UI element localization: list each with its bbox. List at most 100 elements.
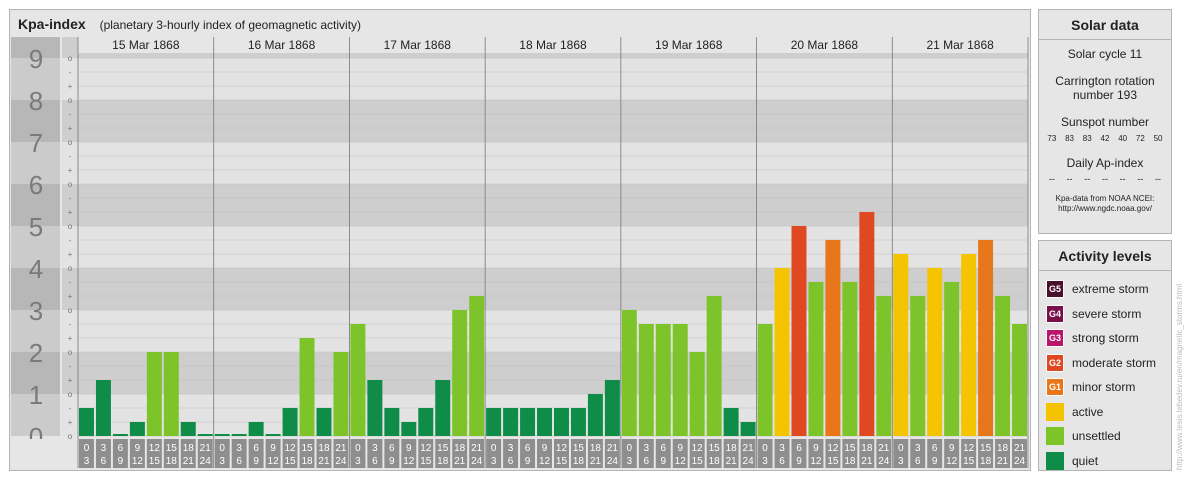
x-tick-start: 18 — [183, 443, 195, 454]
x-tick-end: 24 — [878, 456, 890, 467]
kp-bar — [79, 407, 94, 436]
x-tick-end: 12 — [268, 456, 280, 467]
x-tick-start: 15 — [844, 443, 856, 454]
ap-label: Daily Ap-index — [1066, 156, 1144, 170]
y-label-band — [11, 37, 60, 58]
kp-bar — [367, 380, 383, 436]
x-label-box — [299, 439, 315, 468]
kp-bar — [672, 323, 688, 436]
kp-bar — [231, 434, 247, 436]
x-label-box — [978, 439, 994, 468]
kp-bar — [418, 407, 434, 436]
kp-bar — [859, 212, 875, 436]
chart-subtitle: (planetary 3-hourly index of geomagnetic… — [99, 18, 362, 32]
x-tick-start: 9 — [270, 443, 276, 454]
x-tick-end: 6 — [915, 456, 921, 467]
y-minor-label: - — [69, 110, 72, 119]
level-extreme-storm: G5 extreme storm — [1039, 277, 1171, 302]
y-tick-label: 1 — [29, 380, 43, 410]
x-tick-end: 3 — [898, 456, 904, 467]
y-minor-label: o — [68, 432, 73, 441]
side-credit-text[interactable]: http://www.tesis.lebedev.ru/en/magnetic_… — [1175, 283, 1184, 470]
chart-title: Kpa-index — [18, 16, 86, 32]
x-tick-start: 0 — [762, 443, 768, 454]
x-label-box — [129, 439, 145, 468]
x-tick-start: 12 — [149, 443, 161, 454]
x-tick-start: 18 — [590, 443, 602, 454]
kp-bar — [1012, 323, 1027, 436]
x-label-box — [689, 439, 705, 468]
y-minor-label: + — [68, 250, 73, 259]
x-tick-end: 3 — [491, 456, 497, 467]
kp-bar — [95, 380, 111, 436]
level-label: unsettled — [1072, 429, 1121, 444]
x-label-box — [842, 439, 858, 468]
day-label: 19 Mar 1868 — [655, 38, 723, 52]
kp-bar — [638, 323, 654, 436]
x-tick-start: 0 — [898, 443, 904, 454]
y-tick-label: 6 — [29, 170, 43, 200]
y-label-band — [11, 100, 60, 142]
kp-bar — [927, 268, 943, 436]
kp-bar — [537, 407, 552, 436]
x-label-box — [79, 439, 94, 468]
x-label-box — [893, 439, 909, 468]
x-tick-end: 6 — [644, 456, 650, 467]
kp-bar — [944, 281, 960, 436]
x-label-box — [638, 439, 654, 468]
x-tick-end: 18 — [437, 456, 449, 467]
y-band — [62, 226, 1028, 268]
day-label: 17 Mar 1868 — [384, 38, 452, 52]
ap-value: -- — [1155, 174, 1162, 184]
ap-value: -- — [1084, 174, 1091, 184]
x-tick-start: 21 — [743, 443, 755, 454]
x-label-box — [486, 439, 502, 468]
chart-title-block: Kpa-index (planetary 3-hourly index of g… — [18, 16, 361, 32]
x-label-box — [95, 439, 111, 468]
level-swatch: G1 — [1046, 378, 1064, 397]
x-tick-start: 9 — [542, 443, 548, 454]
solar-data-panel: Solar data Solar cycle 11 Carrington rot… — [1038, 9, 1172, 234]
x-label-box — [231, 439, 247, 468]
ap-value: -- — [1048, 174, 1055, 184]
x-label-box — [248, 439, 264, 468]
kp-bar — [774, 268, 790, 436]
y-minor-label: o — [68, 96, 73, 105]
ap-value: -- — [1137, 174, 1144, 184]
kp-bar — [316, 407, 332, 436]
x-label-box — [350, 439, 366, 468]
x-tick-end: 18 — [709, 456, 721, 467]
x-tick-start: 6 — [118, 443, 124, 454]
data-credit-line-2[interactable]: http://www.ngdc.noaa.gov/ — [1058, 204, 1152, 213]
ap-value: -- — [1119, 174, 1126, 184]
y-minor-label: - — [69, 68, 72, 77]
x-label-box — [825, 439, 841, 468]
x-label-box — [1012, 439, 1027, 468]
x-tick-end: 18 — [301, 456, 313, 467]
y-label-band — [11, 394, 60, 436]
y-label-band — [11, 226, 60, 268]
level-label: extreme storm — [1072, 282, 1149, 297]
x-tick-end: 15 — [284, 456, 296, 467]
kp-bar — [146, 352, 162, 436]
kp-bar — [129, 422, 145, 436]
level-swatch: G2 — [1046, 353, 1064, 372]
x-label-box — [570, 439, 586, 468]
x-tick-end: 3 — [219, 456, 225, 467]
kp-bar — [384, 407, 400, 436]
level-moderate-storm: G2 moderate storm — [1039, 351, 1171, 376]
x-tick-start: 6 — [253, 443, 259, 454]
kp-bar — [740, 422, 756, 436]
sunspot-value: 42 — [1100, 134, 1110, 143]
x-tick-start: 12 — [420, 443, 432, 454]
x-label-box — [944, 439, 960, 468]
kp-bar — [503, 407, 519, 436]
solar-data-title: Solar data — [1039, 10, 1171, 40]
kp-bar — [604, 380, 620, 436]
solar-cycle: Solar cycle 11 — [1067, 47, 1143, 61]
x-tick-start: 21 — [335, 443, 347, 454]
y-label-band — [11, 184, 60, 226]
day-label: 20 Mar 1868 — [791, 38, 859, 52]
x-tick-end: 18 — [980, 456, 992, 467]
x-label-box — [774, 439, 790, 468]
